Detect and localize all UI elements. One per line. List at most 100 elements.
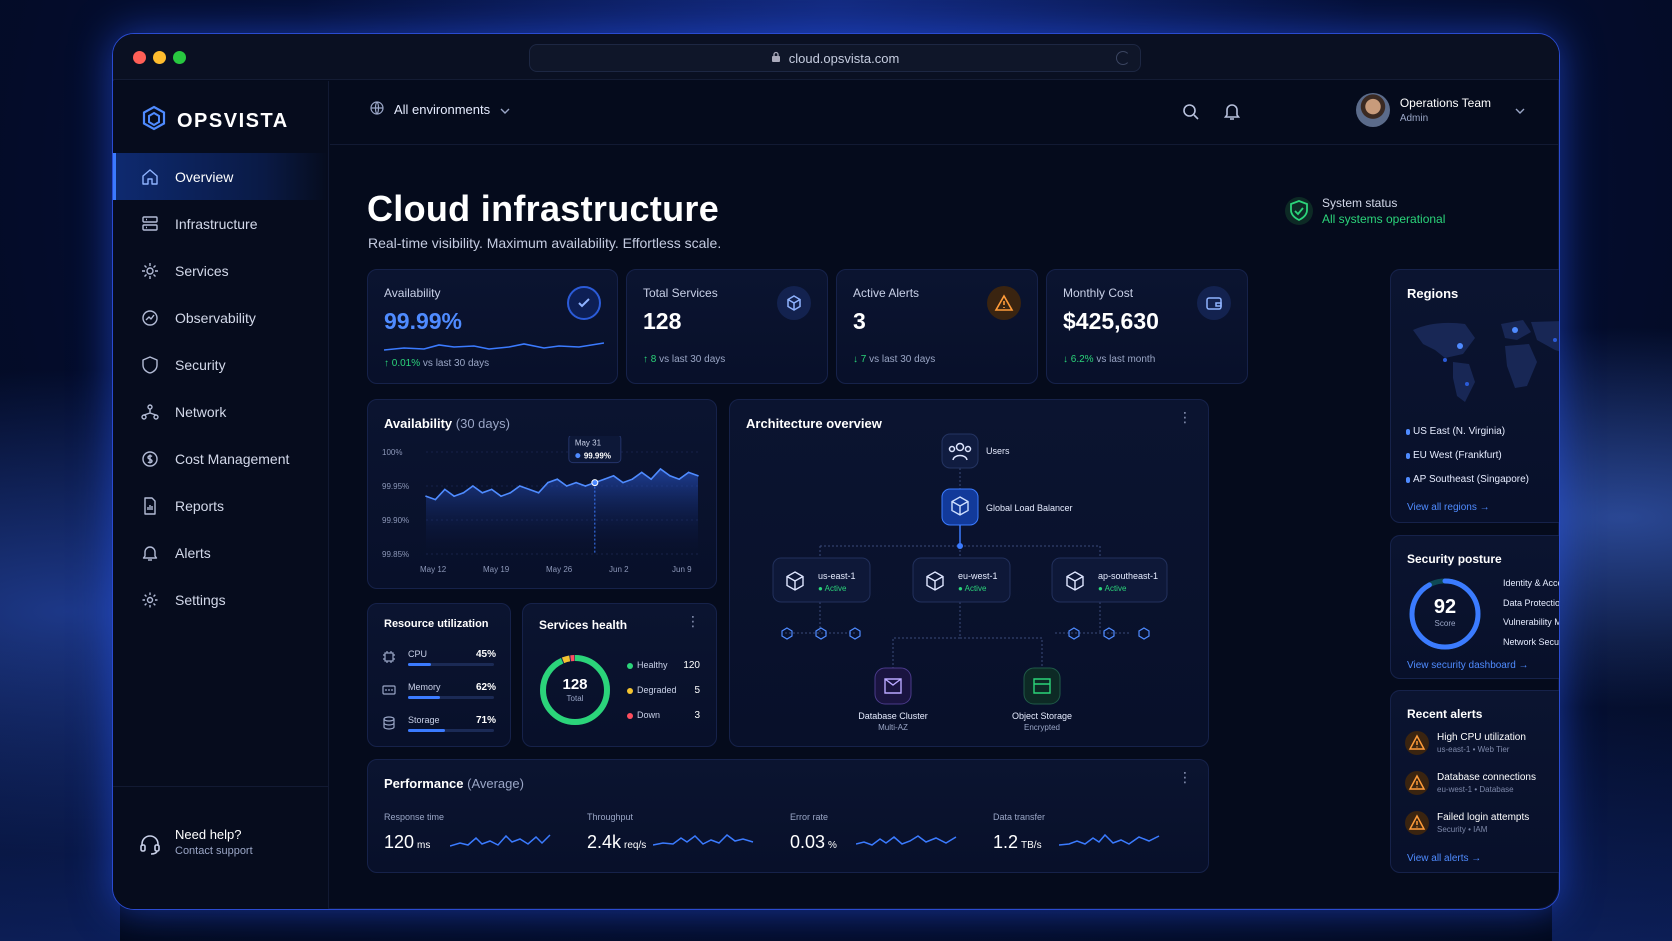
view-all-regions-link[interactable]: View all regions → <box>1407 502 1490 513</box>
sidebar: OPSVISTA Overview Infrastructure Services O… <box>113 81 329 909</box>
metric-value: 0.03% <box>790 832 837 852</box>
address-bar[interactable]: cloud.opsvista.com <box>529 44 1141 72</box>
kpi-card-availability[interactable]: Availability 99.99% ↑ 0.01% vs last 30 d… <box>367 269 618 384</box>
storage-label[interactable]: Object Storage <box>1011 711 1073 721</box>
card-title: Services health <box>539 618 628 632</box>
contact-support-link[interactable]: Contact support <box>175 845 253 857</box>
data-point <box>659 468 662 470</box>
health-label: Down <box>637 710 661 720</box>
sidebar-item-reports[interactable]: Reports <box>113 482 329 529</box>
user-role: Admin <box>1399 113 1429 124</box>
sidebar-nav: Overview Infrastructure Services Observabil… <box>113 153 329 623</box>
arrow-up-icon: ↑ <box>384 358 392 369</box>
kpi-card-services[interactable]: Total Services 128 ↑ 8 vs last 30 days <box>626 269 828 384</box>
data-point <box>697 475 699 477</box>
lock-icon <box>771 51 781 66</box>
shield-check-icon <box>1284 195 1314 232</box>
resource-label: Storage <box>408 715 440 725</box>
region-name[interactable]: EU West (Frankfurt) <box>1413 450 1502 461</box>
alert-title[interactable]: High CPU utilization <box>1437 732 1526 743</box>
availability-line <box>425 467 699 501</box>
resource-label: CPU <box>408 649 428 659</box>
notification-bell-icon[interactable] <box>1223 102 1241 126</box>
chevron-down-icon <box>1515 101 1525 119</box>
resource-bar <box>408 696 494 699</box>
view-all-alerts-link[interactable]: View all alerts → <box>1407 853 1482 864</box>
memory-icon <box>382 683 396 702</box>
sidebar-item-infrastructure[interactable]: Infrastructure <box>113 200 329 247</box>
availability-chart[interactable]: 100% 99.95% 99.90% 99.85% May 12 May 19 May 26… <box>368 436 718 586</box>
security-check-label: Data Protection <box>1503 597 1560 608</box>
sidebar-item-cost-management[interactable]: Cost Management <box>113 435 329 482</box>
report-icon <box>141 496 159 515</box>
metric-label: Error rate <box>790 812 829 822</box>
metric-value: 2.4k req/s <box>587 832 647 852</box>
reload-icon[interactable] <box>1116 51 1130 65</box>
database-label[interactable]: Database Cluster <box>858 711 928 721</box>
sidebar-item-alerts[interactable]: Alerts <box>113 529 329 576</box>
more-options-icon[interactable]: ⋮ <box>686 613 700 629</box>
region-node-label[interactable]: ap-southeast-1 <box>1098 571 1159 581</box>
data-point <box>537 492 540 494</box>
security-posture-card: Security posture 92 Score Identity & Acc… <box>1390 535 1560 679</box>
region-name[interactable]: US East (N. Virginia) <box>1413 426 1506 437</box>
load-balancer-label[interactable]: Global Load Balancer <box>986 503 1073 513</box>
kpi-delta: ↑ 0.01% vs last 30 days <box>384 358 490 369</box>
kpi-card-alerts[interactable]: Active Alerts 3 ↓ 7 vs last 30 days <box>836 269 1038 384</box>
help-section[interactable]: Need help? Contact support <box>113 786 329 909</box>
regions-card: Regions US East (N. Virginia)100%EU West… <box>1390 269 1559 523</box>
environment-selector[interactable]: All environments <box>370 101 510 118</box>
observability-icon <box>141 309 159 327</box>
topbar: All environments Operations Team Admin <box>330 81 1559 145</box>
sidebar-item-services[interactable]: Services <box>113 247 329 294</box>
data-point <box>528 488 530 491</box>
tooltip-date: May 31 <box>575 439 602 448</box>
search-icon[interactable] <box>1182 103 1200 126</box>
data-point <box>669 475 671 477</box>
page-title: Cloud infrastructure <box>367 188 720 229</box>
user-menu[interactable]: Operations Team Admin <box>1355 93 1525 127</box>
data-point <box>584 485 587 487</box>
architecture-card: Architecture overview ⋮ <box>729 399 1209 747</box>
sidebar-item-settings[interactable]: Settings <box>113 576 329 623</box>
brand-logo[interactable]: OPSVISTA <box>141 105 289 137</box>
metric-sparkline <box>653 834 754 846</box>
health-value: 5 <box>694 685 700 696</box>
sidebar-item-label: Alerts <box>175 544 211 561</box>
data-point <box>631 478 634 480</box>
sidebar-item-label: Reports <box>175 497 225 514</box>
health-value: 3 <box>694 710 700 721</box>
close-window-button[interactable] <box>133 51 146 64</box>
sidebar-item-security[interactable]: Security <box>113 341 329 388</box>
maximize-window-button[interactable] <box>173 51 186 64</box>
data-point <box>490 488 493 491</box>
region-name[interactable]: AP Southeast (Singapore) <box>1413 474 1530 485</box>
x-tick-label: Jun 2 <box>609 565 629 574</box>
data-point <box>443 488 446 491</box>
globe-icon <box>370 101 384 118</box>
more-options-icon[interactable]: ⋮ <box>1178 769 1192 785</box>
card-title: Performance (Average) <box>384 776 524 791</box>
alert-title[interactable]: Database connections <box>1437 772 1536 783</box>
database-sub: Multi-AZ <box>878 723 908 732</box>
warning-icon <box>1405 771 1429 800</box>
minimize-window-button[interactable] <box>153 51 166 64</box>
metric-label: Response time <box>384 812 445 822</box>
server-icon <box>141 215 159 233</box>
security-score-label: Score <box>1434 619 1456 628</box>
region-node-label[interactable]: us-east-1 <box>818 571 856 581</box>
y-tick-label: 99.95% <box>382 482 409 491</box>
alert-meta: eu-west-1 • Database <box>1437 785 1514 794</box>
sidebar-item-observability[interactable]: Observability <box>113 294 329 341</box>
security-score-ring <box>1409 578 1481 650</box>
metric-label: Data transfer <box>993 812 1046 822</box>
kpi-card-cost[interactable]: Monthly Cost $425,630 ↓ 6.2% vs last mon… <box>1046 269 1248 384</box>
y-tick-label: 99.90% <box>382 516 409 525</box>
view-security-dashboard-link[interactable]: View security dashboard → <box>1407 660 1529 671</box>
sidebar-item-network[interactable]: Network <box>113 388 329 435</box>
region-node-label[interactable]: eu-west-1 <box>958 571 998 581</box>
storage-icon <box>382 716 396 735</box>
kpi-value: 3 <box>853 308 866 334</box>
sidebar-item-overview[interactable]: Overview <box>113 153 329 200</box>
alert-title[interactable]: Failed login attempts <box>1437 812 1530 823</box>
